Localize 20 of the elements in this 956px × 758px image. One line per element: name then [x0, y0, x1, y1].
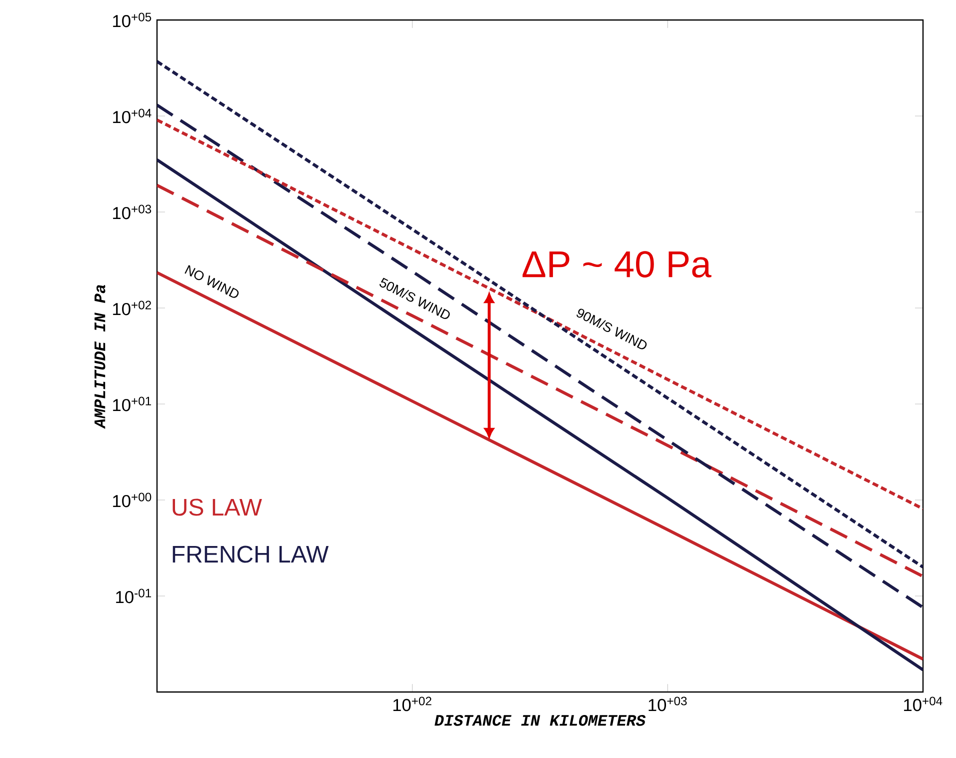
x-axis-title: DISTANCE IN KILOMETERS	[434, 714, 646, 726]
text: FRENCH LAW	[172, 546, 329, 563]
y-tick-label: 10$^{+04}$	[113, 108, 152, 124]
y-tick-label: 10$^{+01}$	[113, 396, 152, 412]
line-series	[157, 60, 924, 569]
annotation: ΔP ~ 40 Pa	[522, 251, 712, 278]
annotation: NO WIND	[184, 265, 239, 298]
x-tick-label: 10$^{+02}$	[393, 696, 432, 712]
y-tick-label: 10$^{+03}$	[113, 204, 152, 220]
line-series	[157, 104, 924, 609]
x-tick-label: 10$^{+03}$	[648, 696, 687, 712]
y-tick-label: 10$^{+00}$	[113, 492, 152, 508]
x-tick-label: 10$^{+04}$	[904, 696, 942, 712]
y-tick-label: 10$^{-01}$	[116, 588, 152, 604]
line-series	[157, 158, 924, 672]
y-axis-title: AMPLITUDE IN Pa	[94, 284, 106, 429]
y-tick-label: 10$^{+02}$	[113, 300, 152, 316]
y-tick-label: 10$^{+05}$	[113, 12, 152, 28]
line-series	[157, 184, 924, 578]
text: US LAW	[172, 498, 262, 516]
